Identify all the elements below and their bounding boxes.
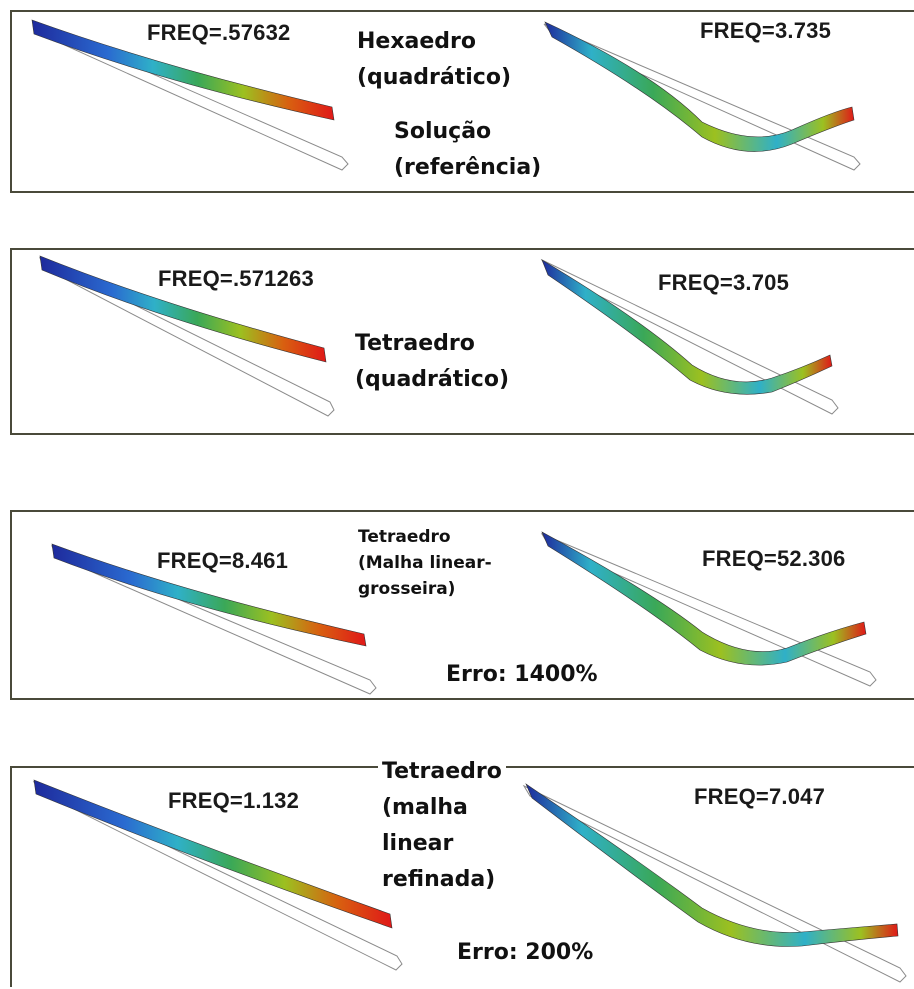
freq-left-label: FREQ=1.132 (168, 788, 300, 813)
deformed-beam-right (541, 531, 867, 666)
element-type-caption: Tetraedro (malha linear refinada) (378, 754, 506, 898)
panel3-beams (51, 531, 877, 695)
panel-tetraedro-linear-refinada: FREQ=1.132 FREQ=7.047 Tetraedro (malha l… (10, 754, 914, 987)
freq-left-label: FREQ=.57632 (147, 20, 291, 45)
freq-right-label: FREQ=7.047 (694, 784, 826, 809)
panel-hexaedro: FREQ=.57632 FREQ=3.735 Hexaedro (quadrát… (10, 10, 914, 193)
panel-tetraedro-quadratico: FREQ=.571263 FREQ=3.705 Tetraedro (quadr… (10, 248, 914, 435)
panel2-beams (39, 255, 839, 417)
element-type-caption: Tetraedro (quadrático) (355, 331, 510, 392)
deformed-beam-left (33, 779, 393, 929)
deformed-beam-right (544, 21, 855, 152)
deformed-beam-right (541, 259, 833, 395)
deformed-beam-left (39, 255, 327, 363)
deformed-beam-left (31, 19, 335, 121)
deformed-beam-right (525, 783, 899, 947)
element-type-caption: Tetraedro (Malha linear- grosseira) (358, 527, 492, 599)
freq-left-label: FREQ=.571263 (158, 266, 314, 291)
freq-right-label: FREQ=3.705 (658, 270, 790, 295)
deformed-beam-left (51, 543, 367, 647)
freq-left-label: FREQ=8.461 (157, 548, 289, 573)
panel1-beams (31, 19, 861, 171)
error-label: Erro: 200% (457, 940, 594, 965)
freq-right-label: FREQ=3.735 (700, 18, 832, 43)
reference-caption: Solução (referência) (394, 119, 542, 180)
panel-tetraedro-linear-grosseira: FREQ=8.461 FREQ=52.306 Tetraedro (Malha … (10, 510, 914, 700)
element-type-caption: Hexaedro (quadrático) (357, 24, 512, 96)
panel4-beams (32, 779, 907, 983)
error-label: Erro: 1400% (446, 662, 598, 687)
freq-right-label: FREQ=52.306 (702, 546, 846, 571)
